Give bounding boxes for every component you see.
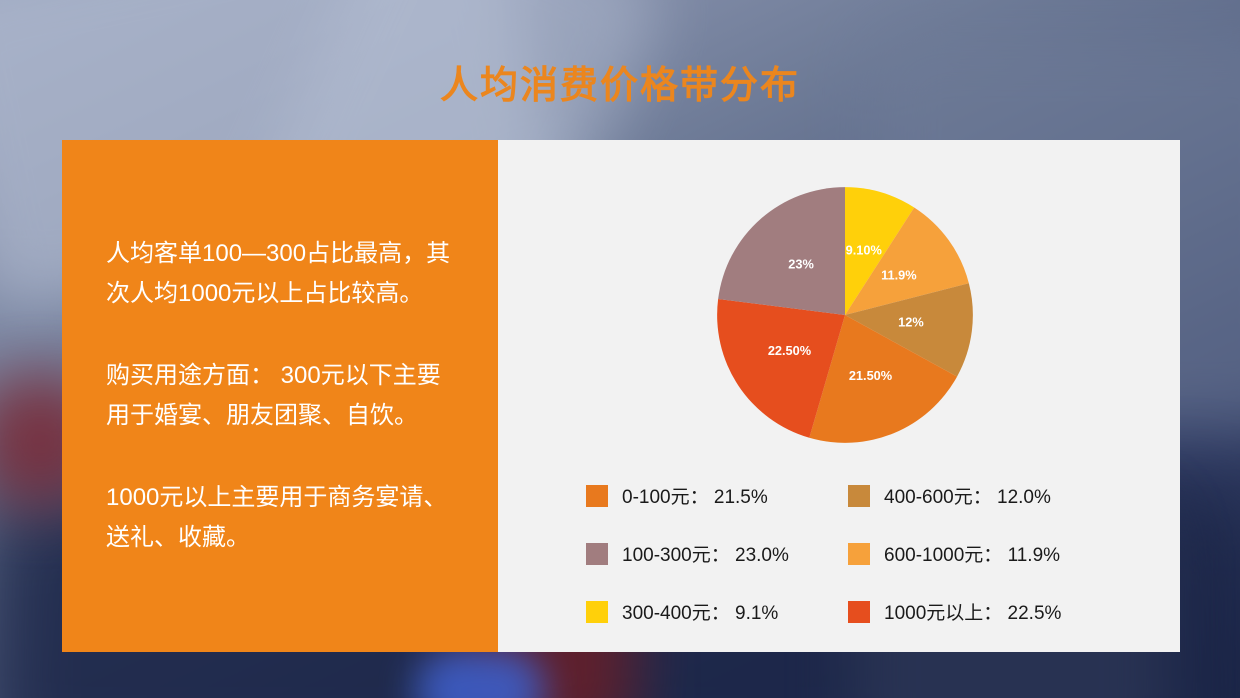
summary-paragraph-1: 人均客单100—300占比最高，其次人均1000元以上占比较高。 [106,240,451,307]
legend-item-600-1000: 600-1000元： 11.9% [848,540,1110,567]
legend-label: 600-1000元： 11.9% [884,545,1061,566]
pie-slice [809,315,958,443]
legend-item-300-400: 300-400元： 9.1% [586,598,848,625]
legend-label: 300-400元： 9.1% [622,603,779,624]
pie-slice-label: 23% [788,257,814,272]
legend-swatch [848,484,870,507]
pie-slice [845,283,973,377]
chart-panel: 9.10% 11.9% 12% 21.50% 22.50% 23% 0-100元： 21.… [498,140,1180,652]
legend-label: 1000元以上： 22.5% [884,603,1062,624]
legend-item-0-100: 0-100元： 21.5% [586,482,848,509]
summary-panel: 人均客单100—300占比最高，其次人均1000元以上占比较高。 购买用途方面：… [62,140,498,652]
summary-paragraph-2: 购买用途方面： 300元以下主要用于婚宴、朋友团聚、自饮。 [106,362,441,429]
slide-title: 人均消费价格带分布 [439,65,800,107]
legend-swatch [848,542,870,565]
legend-item-100-300: 100-300元： 23.0% [586,540,848,567]
legend-label: 0-100元： 21.5% [622,487,768,508]
legend-label: 100-300元： 23.0% [622,545,789,566]
pie-slice [845,207,969,315]
pie-slice-label: 22.50% [768,343,812,358]
legend-item-1000-plus: 1000元以上： 22.5% [848,598,1110,625]
pie-slice [845,187,915,315]
background-shape [415,648,545,698]
legend-label: 400-600元： 12.0% [884,487,1051,508]
pie-slice [717,298,845,438]
pie-slice-label: 12% [898,315,924,330]
legend-swatch [586,484,608,507]
pie-slice [718,187,845,315]
pie-chart: 9.10% 11.9% 12% 21.50% 22.50% 23% [717,187,973,443]
pie-slice-label: 21.50% [849,368,893,383]
legend-swatch [586,600,608,623]
legend-swatch [586,542,608,565]
summary-paragraph-3: 1000元以上主要用于商务宴请、送礼、收藏。 [106,484,448,551]
legend-item-400-600: 400-600元： 12.0% [848,482,1110,509]
chart-legend: 0-100元： 21.5% 100-300元： 23.0% 300-400元： … [586,482,1110,625]
pie-slice-label: 11.9% [881,267,917,282]
pie-slice-label: 9.10% [846,243,883,258]
legend-swatch [848,600,870,623]
